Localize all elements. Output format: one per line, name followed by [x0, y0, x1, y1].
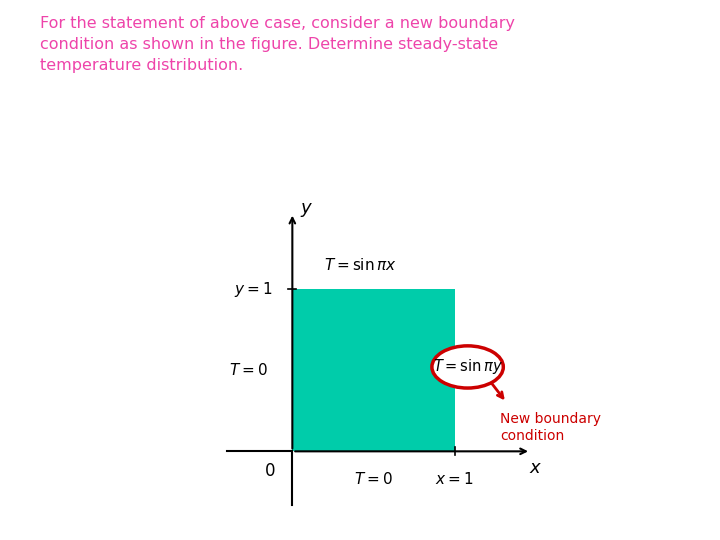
Text: $T = \sin \pi y$: $T = \sin \pi y$	[433, 357, 503, 376]
Text: $y = 1$: $y = 1$	[234, 280, 273, 299]
Text: $y$: $y$	[300, 200, 314, 219]
Text: $T = 0$: $T = 0$	[354, 471, 393, 487]
Text: For the statement of above case, consider a new boundary
condition as shown in t: For the statement of above case, conside…	[40, 16, 515, 73]
Text: $T = 0$: $T = 0$	[229, 362, 268, 378]
Text: $x$: $x$	[529, 458, 542, 477]
Text: $x = 1$: $x = 1$	[436, 471, 474, 487]
Text: New boundary
condition: New boundary condition	[500, 413, 601, 443]
Text: $0$: $0$	[264, 462, 275, 480]
Bar	[292, 289, 454, 451]
Text: $T = \sin \pi x$: $T = \sin \pi x$	[324, 256, 397, 273]
Ellipse shape	[432, 346, 503, 388]
